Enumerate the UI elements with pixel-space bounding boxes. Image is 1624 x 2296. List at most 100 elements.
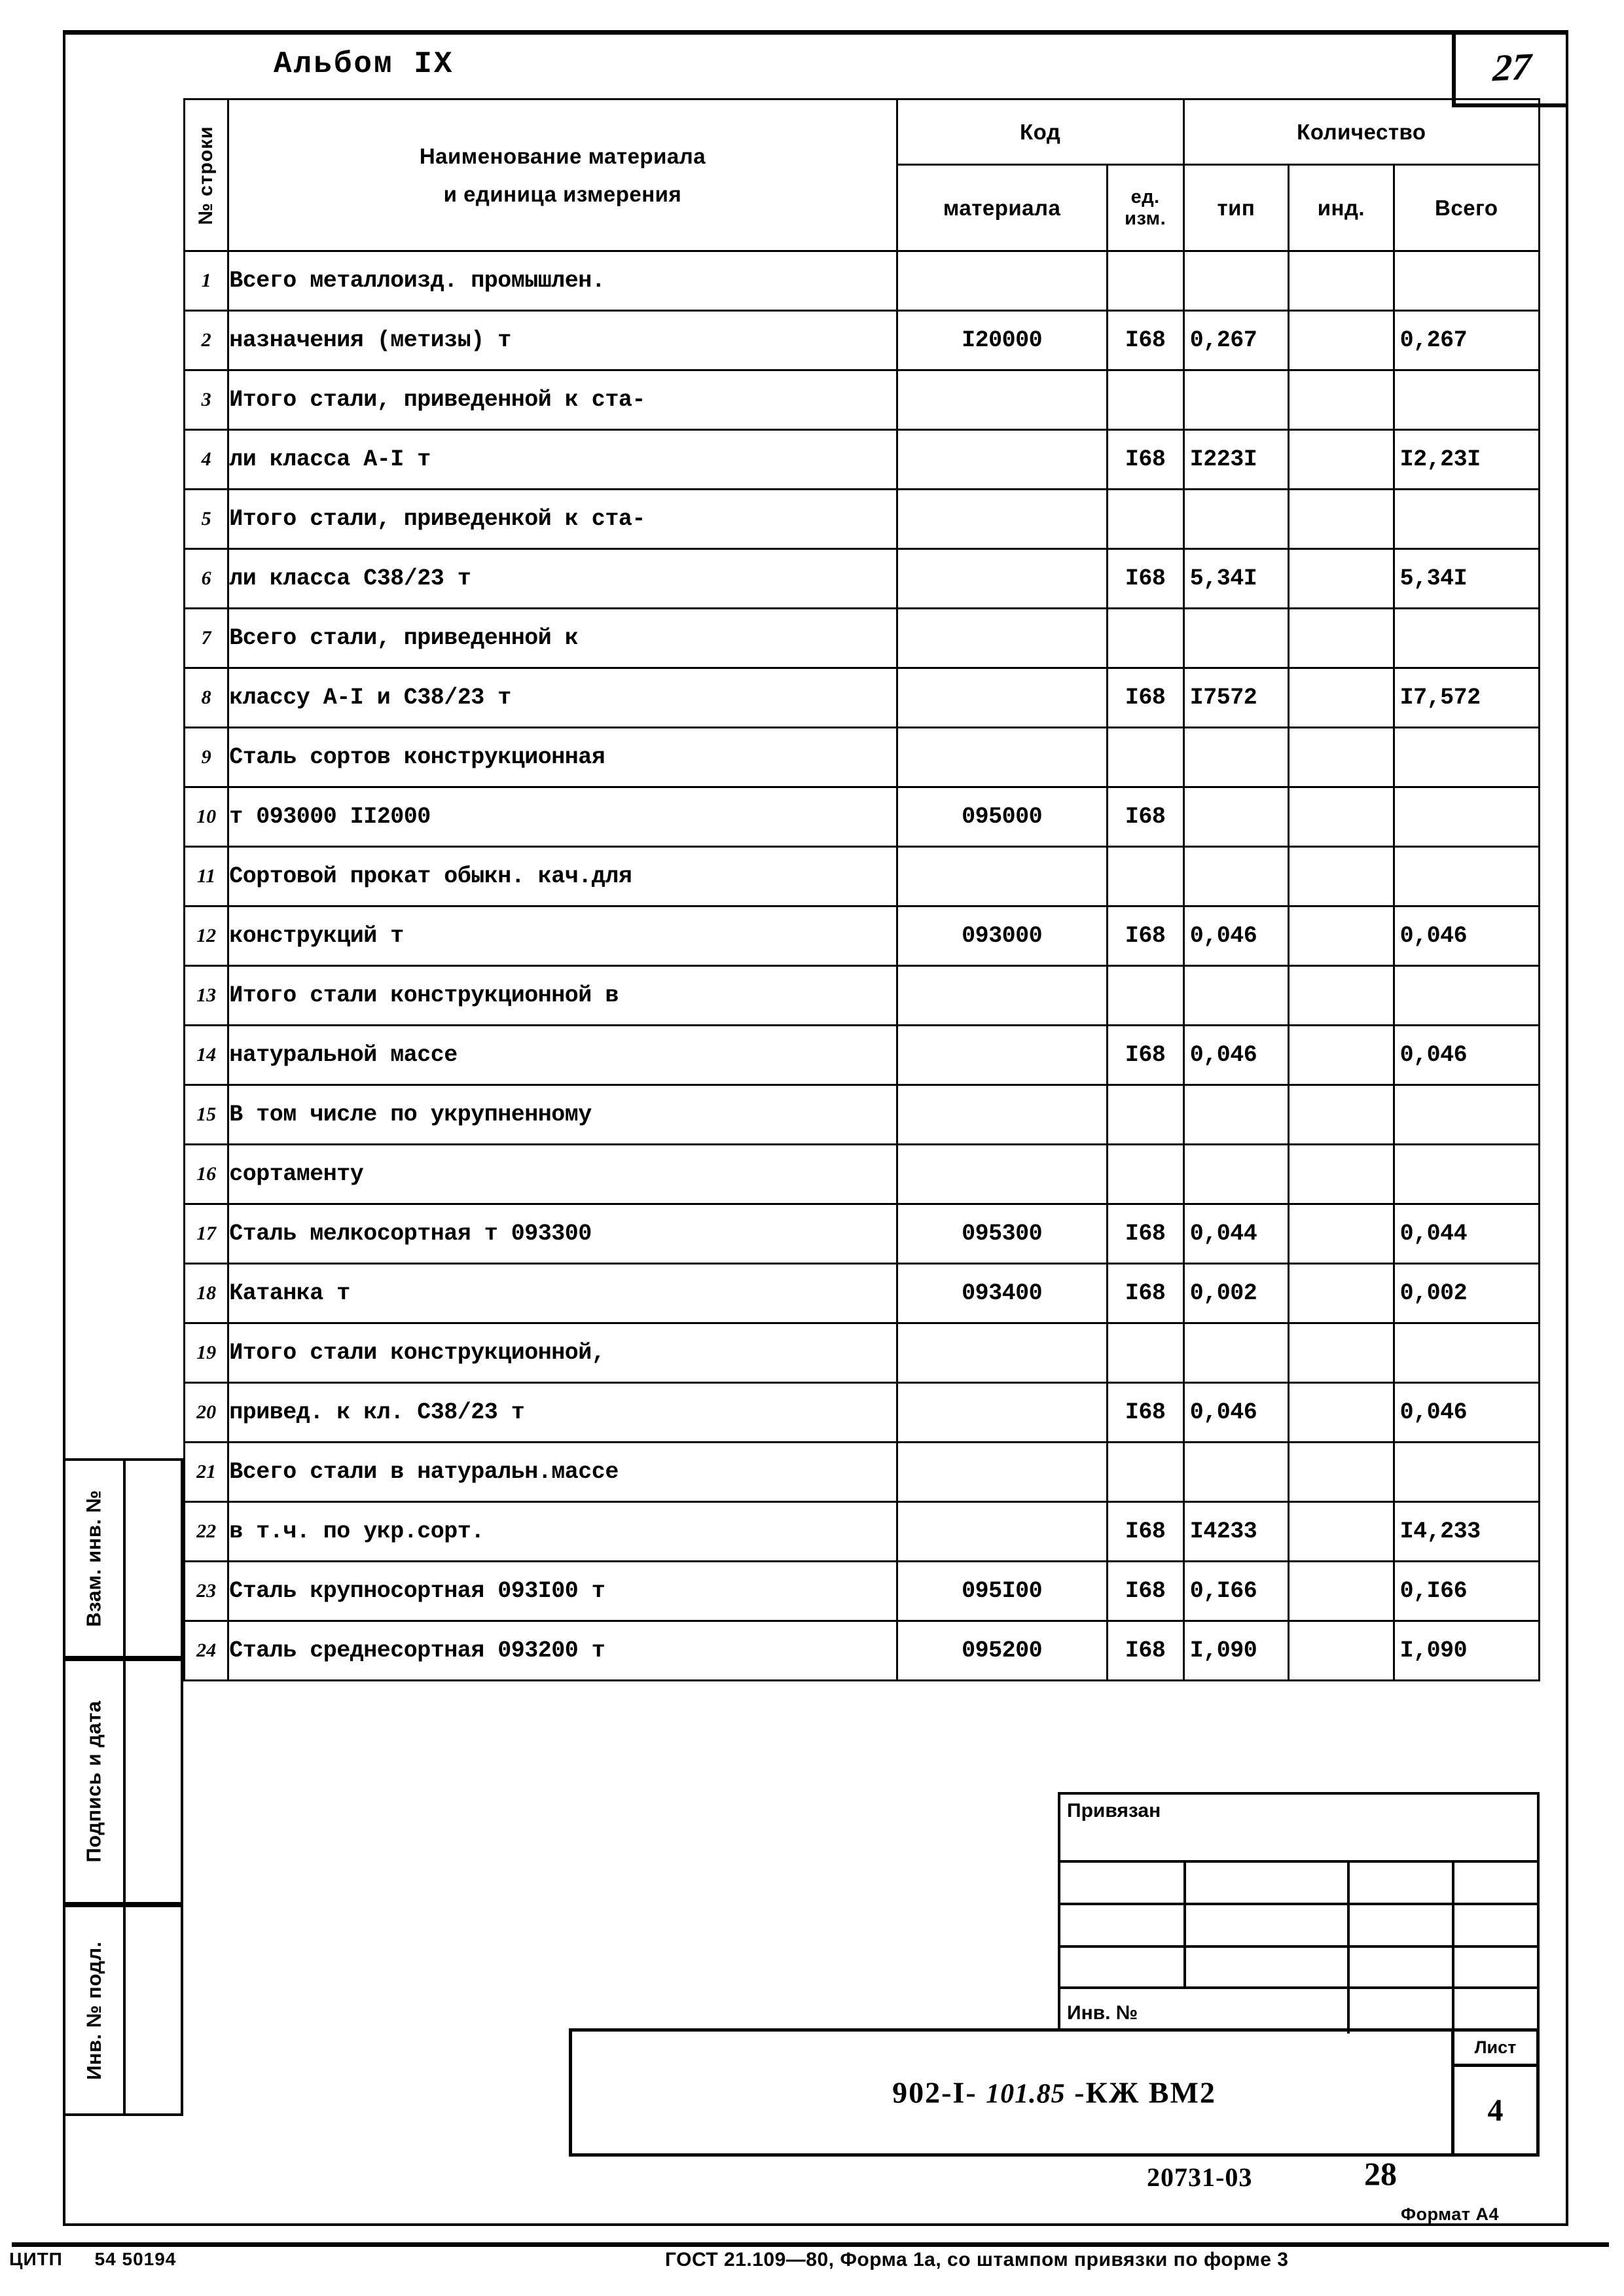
- cell-code-material: [895, 846, 1108, 907]
- cell-qty-total: I2,23I: [1392, 429, 1541, 490]
- cell-row-number: 19: [183, 1322, 230, 1384]
- cell-code-material: 093400: [895, 1263, 1108, 1324]
- cell-code-material: [895, 726, 1108, 788]
- cell-material-name: сортаменту: [227, 1143, 898, 1205]
- header-qty-ind: инд.: [1288, 164, 1395, 252]
- cell-code-material: I20000: [895, 310, 1108, 371]
- page-number-box: 27: [1452, 30, 1568, 107]
- sheet-caption: Лист: [1454, 2032, 1536, 2067]
- cell-qty-total: 0,002: [1392, 1263, 1541, 1324]
- cell-qty-total: [1392, 250, 1541, 312]
- cell-row-number: 9: [183, 726, 230, 788]
- cell-qty-total: 5,34I: [1392, 548, 1541, 609]
- cell-material-name: Итого стали конструкционной,: [227, 1322, 898, 1384]
- cell-qty-ind: [1288, 488, 1395, 550]
- sheet-frame: [63, 30, 1568, 2226]
- cell-code-material: 095300: [895, 1203, 1108, 1265]
- cell-material-name: Итого стали, приведенной к ста-: [227, 369, 898, 431]
- header-code-unit: ед. изм.: [1106, 164, 1185, 252]
- cell-qty-total: [1392, 1143, 1541, 1205]
- table-row: 11 Сортовой прокат обыкн. кач.для: [183, 846, 1541, 907]
- material-specification-table: № строки Наименование материала и единиц…: [183, 98, 1541, 1681]
- cell-material-name: Итого стали, приведенкой к ста-: [227, 488, 898, 550]
- cell-qty-ind: [1288, 1263, 1395, 1324]
- cell-qty-ind: [1288, 667, 1395, 728]
- cell-qty-type: 0,046: [1182, 1024, 1290, 1086]
- cell-qty-ind: [1288, 1560, 1395, 1622]
- cell-code-material: [895, 1501, 1108, 1562]
- stamp-vdivider-3: [1452, 1860, 1454, 2034]
- cell-qty-type: I7572: [1182, 667, 1290, 728]
- cell-code-material: 095000: [895, 786, 1108, 848]
- cell-code-unit: [1106, 846, 1185, 907]
- cell-qty-ind: [1288, 1382, 1395, 1443]
- cell-qty-total: [1392, 1084, 1541, 1145]
- cell-row-number: 8: [183, 667, 230, 728]
- cell-qty-type: [1182, 726, 1290, 788]
- cell-qty-type: I4233: [1182, 1501, 1290, 1562]
- stamp-vdivider-1: [1183, 1860, 1186, 1986]
- cell-row-number: 11: [183, 846, 230, 907]
- footer-organization: ЦИТП: [9, 2249, 63, 2269]
- cell-qty-ind: [1288, 1620, 1395, 1681]
- cell-material-name: Катанка т: [227, 1263, 898, 1324]
- cell-code-unit: I68: [1106, 1203, 1185, 1265]
- cell-row-number: 6: [183, 548, 230, 609]
- cell-qty-type: 5,34I: [1182, 548, 1290, 609]
- cell-row-number: 20: [183, 1382, 230, 1443]
- cell-qty-total: [1392, 846, 1541, 907]
- cell-qty-total: I,090: [1392, 1620, 1541, 1681]
- cell-qty-ind: [1288, 786, 1395, 848]
- cell-qty-total: I7,572: [1392, 667, 1541, 728]
- album-title: Альбом IX: [274, 47, 454, 81]
- cell-qty-total: 0,267: [1392, 310, 1541, 371]
- title-block: 902-I- 101.85 -КЖ ВМ2 Лист 4: [569, 2028, 1540, 2157]
- cell-code-material: [895, 250, 1108, 312]
- cell-code-unit: I68: [1106, 1024, 1185, 1086]
- cell-code-material: [895, 1322, 1108, 1384]
- cell-material-name: в т.ч. по укр.сорт.: [227, 1501, 898, 1562]
- cell-row-number: 14: [183, 1024, 230, 1086]
- cell-qty-ind: [1288, 369, 1395, 431]
- cell-code-unit: [1106, 369, 1185, 431]
- stamp-vdivider-2: [1347, 1860, 1350, 2034]
- cell-material-name: Итого стали конструкционной в: [227, 965, 898, 1026]
- cell-qty-ind: [1288, 548, 1395, 609]
- table-row: 2 назначения (метизы) т I20000 I68 0,267 0,26…: [183, 310, 1541, 371]
- table-row: 6 ли класса С38/23 т I68 5,34I 5,34I: [183, 548, 1541, 609]
- format-label: Формат А4: [1401, 2204, 1500, 2224]
- table-row: 24 Сталь среднесортная 093200 т 095200 I68 I…: [183, 1620, 1541, 1681]
- cell-code-unit: [1106, 488, 1185, 550]
- cell-qty-type: [1182, 369, 1290, 431]
- cell-row-number: 1: [183, 250, 230, 312]
- cell-material-name: конструкций т: [227, 905, 898, 967]
- cell-material-name: Всего стали в натуральн.массе: [227, 1441, 898, 1503]
- stamp-divider-3: [1060, 1945, 1537, 1948]
- cell-row-number: 7: [183, 607, 230, 669]
- cell-qty-ind: [1288, 250, 1395, 312]
- cell-material-name: Сталь крупносортная 093I00 т: [227, 1560, 898, 1622]
- table-row: 7 Всего стали, приведенной к: [183, 607, 1541, 669]
- stamp-divider-4: [1060, 1986, 1537, 1989]
- cell-qty-ind: [1288, 965, 1395, 1026]
- cell-material-name: ли класса А-I т: [227, 429, 898, 490]
- cell-qty-ind: [1288, 310, 1395, 371]
- cell-qty-total: [1392, 965, 1541, 1026]
- cell-qty-type: I,090: [1182, 1620, 1290, 1681]
- cell-material-name: Сталь среднесортная 093200 т: [227, 1620, 898, 1681]
- sheet-number-cell: Лист 4: [1451, 2032, 1536, 2153]
- cell-row-number: 12: [183, 905, 230, 967]
- table-row: 1 Всего металлоизд. промышлен.: [183, 250, 1541, 312]
- cell-qty-total: 0,046: [1392, 905, 1541, 967]
- cell-row-number: 22: [183, 1501, 230, 1562]
- cell-code-material: [895, 369, 1108, 431]
- cell-qty-total: [1392, 369, 1541, 431]
- cell-code-unit: I68: [1106, 905, 1185, 967]
- cell-row-number: 10: [183, 786, 230, 848]
- cell-row-number: 21: [183, 1441, 230, 1503]
- cell-qty-type: [1182, 846, 1290, 907]
- cell-code-material: [895, 488, 1108, 550]
- cell-row-number: 5: [183, 488, 230, 550]
- cell-qty-ind: [1288, 429, 1395, 490]
